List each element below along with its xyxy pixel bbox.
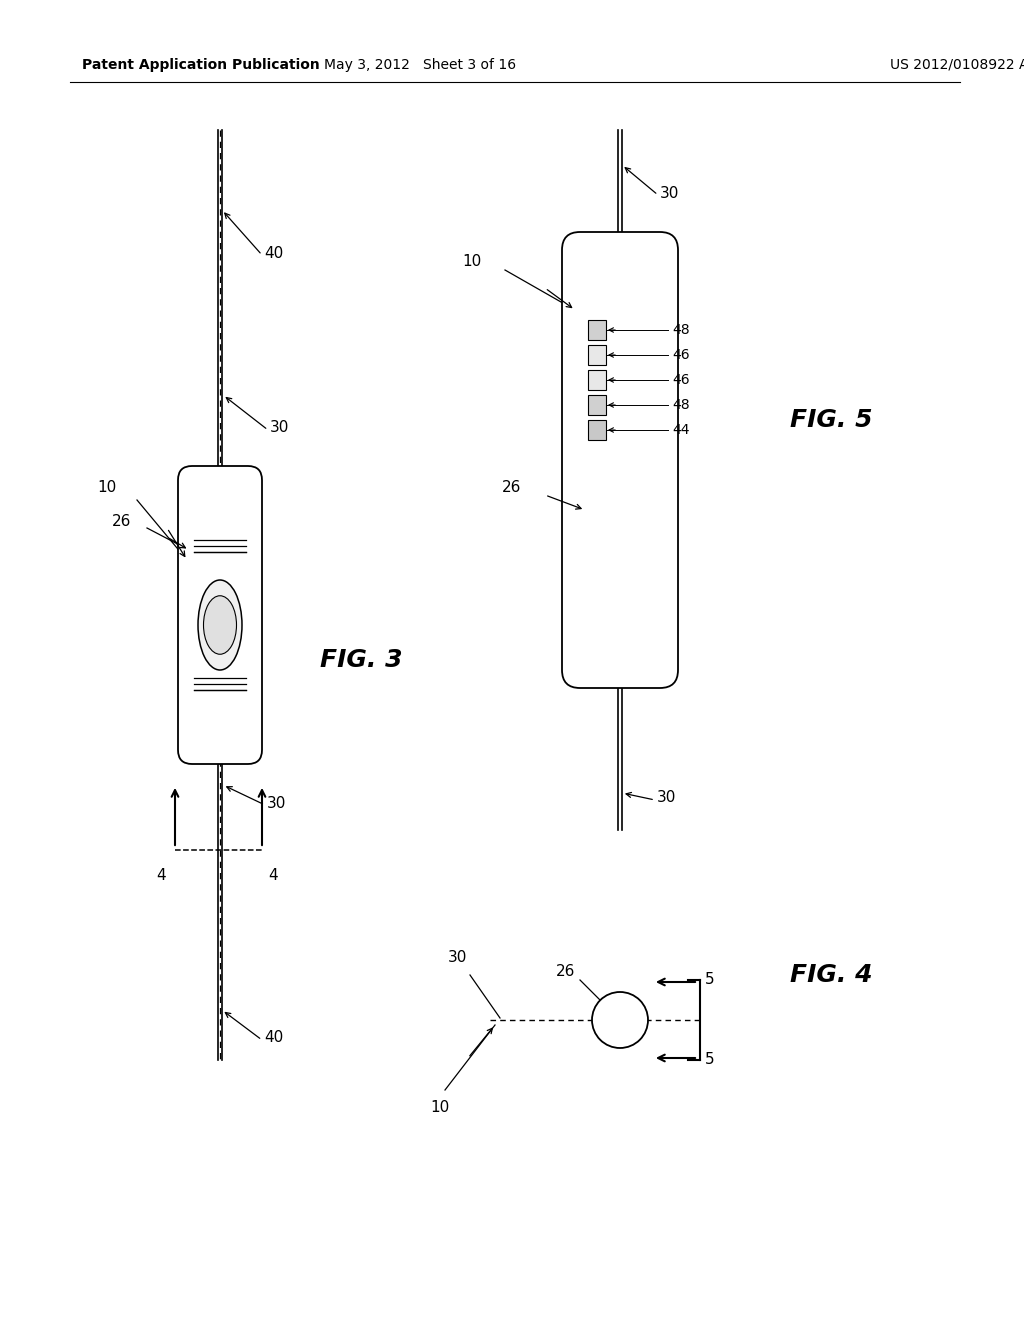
Bar [588,370,606,389]
Text: 30: 30 [270,421,290,436]
Text: FIG. 5: FIG. 5 [790,408,872,432]
Text: 10: 10 [97,480,117,495]
Text: US 2012/0108922 A1: US 2012/0108922 A1 [890,58,1024,73]
FancyBboxPatch shape [562,232,678,688]
Text: 40: 40 [264,1031,284,1045]
Text: 30: 30 [449,950,467,965]
Text: 30: 30 [660,186,679,201]
Text: Patent Application Publication: Patent Application Publication [82,58,319,73]
Text: 4: 4 [268,869,278,883]
Text: FIG. 4: FIG. 4 [790,964,872,987]
Text: 44: 44 [672,422,689,437]
Bar [588,420,606,440]
FancyBboxPatch shape [178,466,262,764]
Text: May 3, 2012   Sheet 3 of 16: May 3, 2012 Sheet 3 of 16 [324,58,516,73]
Text: 48: 48 [672,323,689,337]
Ellipse shape [204,595,237,655]
Text: 5: 5 [705,973,715,987]
Text: 46: 46 [672,348,689,362]
Ellipse shape [198,579,242,671]
Bar [588,395,606,414]
Circle shape [592,993,648,1048]
Text: 26: 26 [112,515,131,529]
Bar [588,345,606,366]
Text: FIG. 3: FIG. 3 [319,648,402,672]
Text: 40: 40 [264,246,284,260]
Text: 10: 10 [462,255,481,269]
Text: 46: 46 [672,374,689,387]
Text: 48: 48 [672,399,689,412]
Text: 26: 26 [556,965,575,979]
Text: 5: 5 [705,1052,715,1068]
Text: 4: 4 [157,869,166,883]
Bar [588,319,606,341]
Text: 30: 30 [267,796,287,810]
Text: 30: 30 [657,791,677,805]
Text: 10: 10 [430,1101,450,1115]
Text: 26: 26 [502,480,521,495]
